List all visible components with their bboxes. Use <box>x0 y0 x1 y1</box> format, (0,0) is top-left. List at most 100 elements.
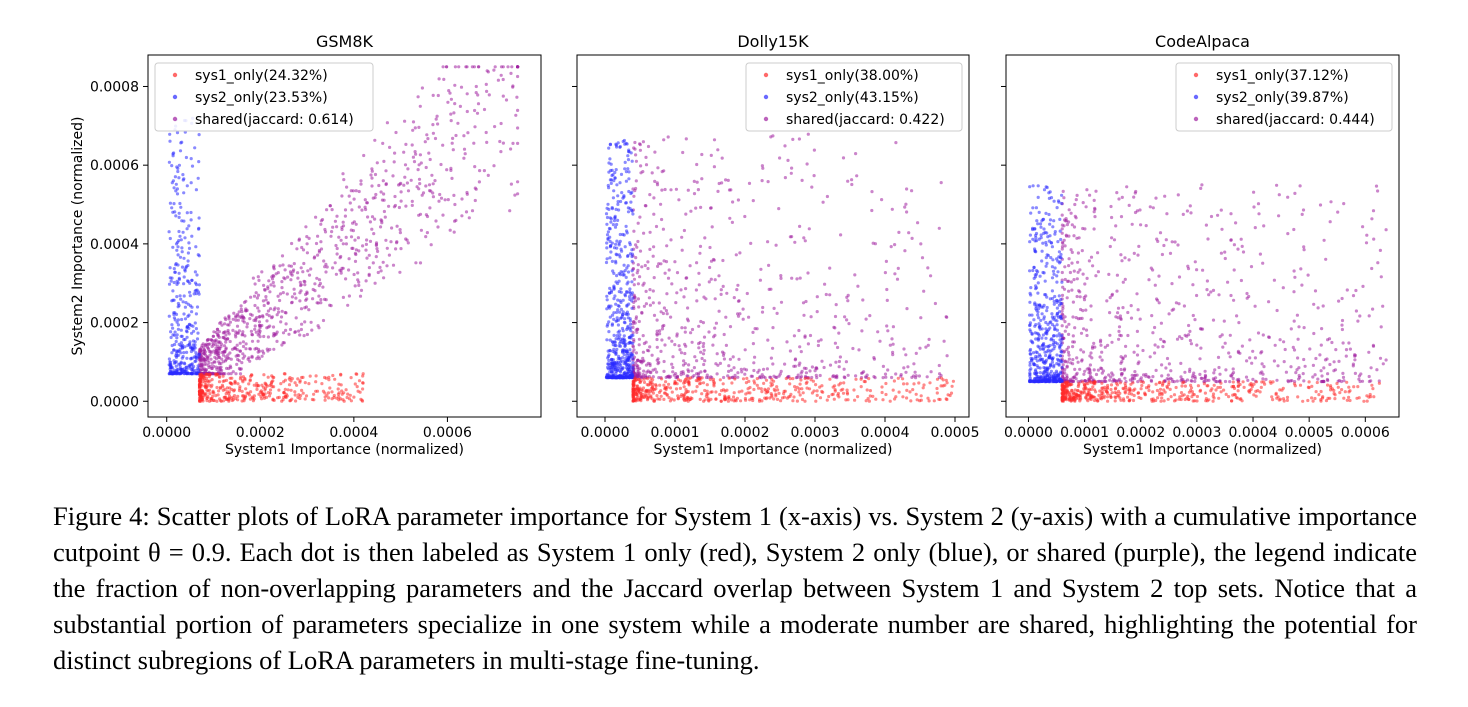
point-sys1-only <box>1091 385 1095 389</box>
point-shared <box>260 270 264 274</box>
point-shared <box>454 133 458 138</box>
point-sys1-only <box>911 388 915 392</box>
point-sys1-only <box>230 376 234 380</box>
point-shared <box>894 372 898 376</box>
point-shared <box>1342 379 1346 383</box>
point-shared <box>385 121 389 125</box>
point-shared <box>356 236 360 240</box>
point-shared <box>285 292 289 296</box>
point-shared <box>310 328 314 332</box>
point-sys2-only <box>193 146 197 150</box>
point-shared <box>1160 374 1164 378</box>
point-sys1-only <box>205 399 209 403</box>
point-sys2-only <box>626 312 630 316</box>
point-sys1-only <box>905 396 909 400</box>
point-shared <box>862 370 866 374</box>
point-sys1-only <box>935 377 940 381</box>
point-shared <box>1161 339 1166 343</box>
point-shared <box>354 248 358 252</box>
point-sys1-only <box>323 391 327 395</box>
point-shared <box>1092 198 1096 202</box>
point-shared <box>1172 307 1176 311</box>
point-sys2-only <box>607 170 611 174</box>
point-sys2-only <box>180 250 184 254</box>
point-shared <box>283 310 287 315</box>
point-shared <box>809 315 813 319</box>
point-sys2-only <box>1044 243 1048 247</box>
point-shared <box>680 235 684 239</box>
point-shared <box>474 187 478 191</box>
point-sys2-only <box>174 214 178 218</box>
point-shared <box>1189 211 1193 215</box>
point-shared <box>695 261 699 265</box>
point-sys2-only <box>1059 301 1063 305</box>
point-sys2-only <box>1033 380 1037 384</box>
point-shared <box>216 333 220 337</box>
point-shared <box>751 342 756 346</box>
point-shared <box>1267 335 1271 339</box>
point-sys1-only <box>893 397 897 401</box>
point-shared <box>653 179 657 183</box>
point-sys1-only <box>208 379 212 383</box>
point-shared <box>1326 378 1330 383</box>
point-sys2-only <box>1037 334 1041 338</box>
point-shared <box>311 287 315 292</box>
point-shared <box>658 329 662 333</box>
point-sys2-only <box>627 368 631 372</box>
point-shared <box>1183 333 1187 337</box>
point-shared <box>1293 191 1297 195</box>
point-shared <box>1286 195 1290 199</box>
point-shared <box>278 264 282 268</box>
point-sys1-only <box>815 393 819 397</box>
point-shared <box>1076 270 1080 274</box>
point-sys2-only <box>187 343 191 347</box>
point-shared <box>393 194 397 199</box>
point-shared <box>411 128 415 132</box>
point-shared <box>1370 266 1374 271</box>
point-shared <box>680 248 684 252</box>
point-shared <box>1302 245 1306 249</box>
point-sys2-only <box>1040 249 1044 253</box>
point-shared <box>655 333 659 337</box>
point-shared <box>424 184 428 188</box>
point-shared <box>1353 358 1357 362</box>
point-sys2-only <box>1029 352 1033 356</box>
point-shared <box>1066 360 1070 364</box>
point-sys1-only <box>908 390 912 394</box>
point-shared <box>1114 224 1118 228</box>
point-sys1-only <box>360 399 365 403</box>
point-sys1-only <box>212 398 216 403</box>
point-sys2-only <box>611 223 616 227</box>
point-sys1-only <box>312 392 316 396</box>
point-shared <box>217 356 221 360</box>
point-sys2-only <box>190 164 195 168</box>
point-sys1-only <box>1377 381 1381 385</box>
point-sys1-only <box>746 387 750 391</box>
point-shared <box>330 208 334 212</box>
point-sys1-only <box>298 379 302 383</box>
point-shared <box>1074 216 1078 220</box>
point-shared <box>800 178 804 182</box>
point-sys2-only <box>607 358 611 363</box>
point-shared <box>634 153 638 157</box>
point-shared <box>482 169 486 173</box>
point-sys1-only <box>642 377 646 381</box>
point-sys2-only <box>616 298 620 302</box>
point-shared <box>741 307 745 311</box>
point-sys1-only <box>335 396 339 400</box>
point-sys2-only <box>176 323 180 327</box>
point-sys2-only <box>627 295 632 299</box>
point-sys2-only <box>1054 369 1059 373</box>
point-sys1-only <box>245 391 249 395</box>
point-shared <box>473 125 477 129</box>
point-shared <box>788 235 793 239</box>
point-shared <box>1232 268 1236 272</box>
point-sys1-only <box>217 380 222 384</box>
point-shared <box>1100 367 1104 371</box>
point-shared <box>238 367 242 371</box>
point-sys1-only <box>214 373 218 377</box>
point-shared <box>484 82 488 86</box>
point-shared <box>1371 343 1375 347</box>
point-sys2-only <box>610 313 615 317</box>
point-shared <box>1337 299 1341 303</box>
